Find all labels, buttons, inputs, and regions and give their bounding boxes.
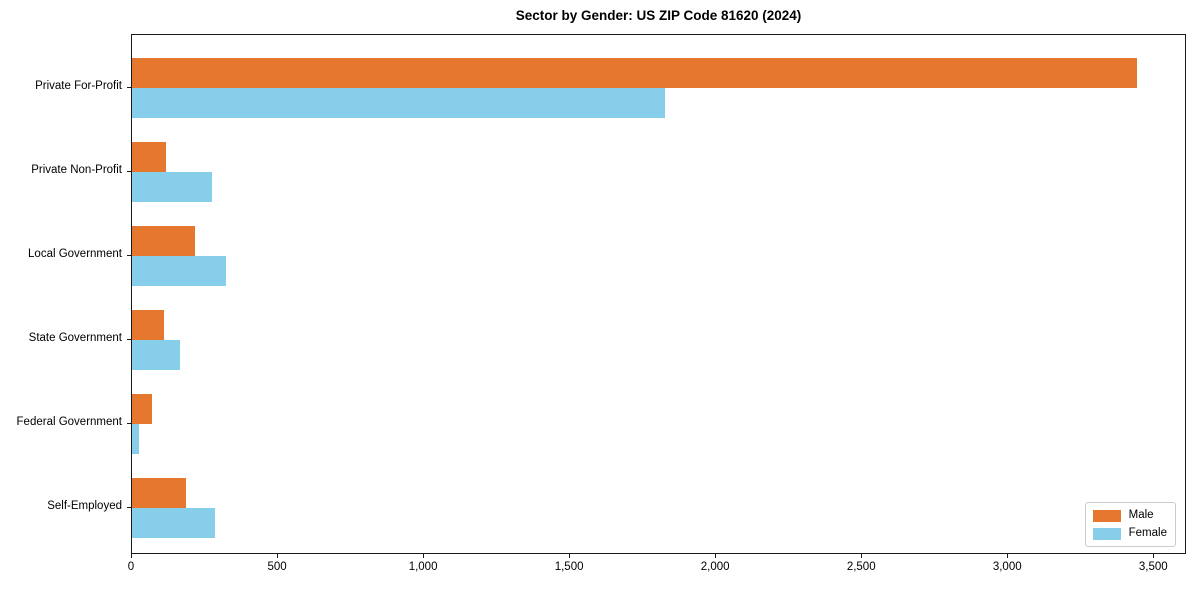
- y-category-label: State Government: [28, 332, 122, 344]
- x-tick-label: 3,500: [1138, 561, 1168, 573]
- x-tick-label: 2,000: [700, 561, 730, 573]
- x-tick-label: 2,500: [846, 561, 876, 573]
- y-category-label: Private For-Profit: [35, 80, 122, 92]
- legend-swatch-male: [1092, 509, 1121, 522]
- legend: Male Female: [1084, 502, 1176, 547]
- y-category-label: Self-Employed: [47, 500, 122, 512]
- x-tick-mark: [1152, 554, 1155, 558]
- x-tick-label: 1,500: [554, 561, 584, 573]
- x-tick-mark: [568, 554, 570, 558]
- y-tick-mark: [127, 254, 131, 256]
- y-category-label: Federal Government: [16, 416, 122, 428]
- chart-title: Sector by Gender: US ZIP Code 81620 (202…: [515, 8, 802, 23]
- x-tick-label: 1,000: [408, 561, 438, 573]
- bar-male-3: [132, 226, 195, 256]
- bar-female-3: [132, 256, 226, 286]
- bar-male-1: [132, 58, 1137, 88]
- y-category-label: Private Non-Profit: [31, 164, 122, 176]
- legend-item-female: Female: [1092, 527, 1167, 540]
- legend-item-male: Male: [1092, 509, 1167, 522]
- x-tick-mark: [130, 554, 132, 558]
- y-tick-mark: [127, 86, 131, 88]
- y-tick-mark: [127, 422, 131, 424]
- x-tick-label: 500: [267, 561, 287, 573]
- y-category-label: Local Government: [28, 248, 122, 260]
- y-tick-mark: [127, 506, 131, 508]
- legend-label-female: Female: [1128, 527, 1167, 539]
- bar-female-6: [132, 508, 216, 538]
- bar-male-2: [132, 142, 166, 172]
- x-tick-mark: [1006, 554, 1009, 558]
- legend-label-male: Male: [1128, 509, 1154, 521]
- x-tick-label: 3,000: [992, 561, 1022, 573]
- x-tick-mark: [714, 554, 716, 558]
- bar-male-4: [132, 310, 165, 340]
- x-tick-mark: [422, 554, 424, 558]
- bar-female-4: [132, 340, 181, 370]
- bar-male-6: [132, 478, 186, 508]
- x-tick-mark: [276, 554, 278, 558]
- y-tick-mark: [127, 170, 131, 172]
- y-tick-mark: [127, 338, 131, 340]
- bar-female-2: [132, 172, 213, 202]
- plot-area: Male Female: [131, 34, 1186, 554]
- x-tick-mark: [860, 554, 862, 558]
- bar-female-5: [132, 424, 140, 454]
- legend-swatch-female: [1092, 527, 1121, 540]
- bar-male-5: [132, 394, 153, 424]
- x-tick-label: 0: [127, 561, 135, 573]
- bar-female-1: [132, 88, 665, 118]
